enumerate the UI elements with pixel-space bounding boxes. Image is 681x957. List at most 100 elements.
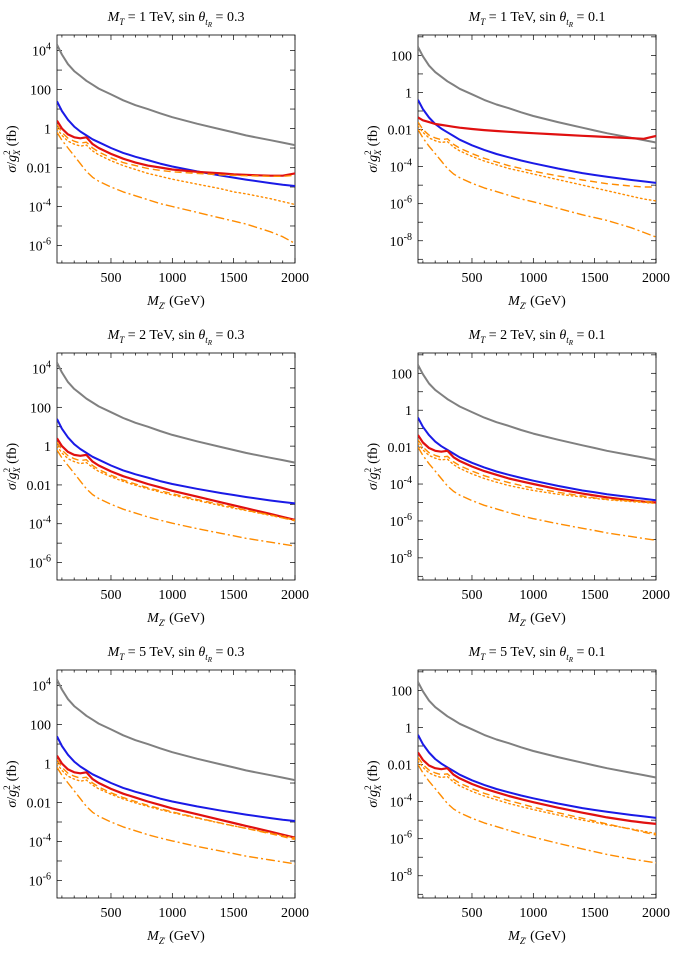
series-group xyxy=(418,681,656,864)
title-mt-value: 1 TeV xyxy=(139,10,173,25)
chart-title: MT = 2 TeV, sin θtR = 0.3 xyxy=(107,328,245,347)
series-red-line xyxy=(57,755,295,839)
y-tick-label: 10-6 xyxy=(29,236,51,254)
title-sin-value: 0.3 xyxy=(227,645,245,660)
y-tick-label: 10-8 xyxy=(390,867,412,885)
series-orange-dotted-line xyxy=(418,442,656,505)
title-mt-value: 2 TeV xyxy=(500,328,534,343)
x-tick-label: 1000 xyxy=(158,588,186,603)
y-tick-label: 10-4 xyxy=(29,832,51,850)
title-sin-value: 0.1 xyxy=(588,328,606,343)
y-tick-label: 1 xyxy=(44,123,51,138)
x-tick-label: 1500 xyxy=(581,588,609,603)
series-blue-line xyxy=(57,735,295,822)
y-tick-label: 100 xyxy=(391,367,412,382)
y-tick-label: 100 xyxy=(391,684,412,699)
x-axis-label: MZ′ (GeV) xyxy=(146,611,205,628)
x-tick-label: 500 xyxy=(100,906,121,921)
y-tick-label: 10-6 xyxy=(29,871,51,889)
x-tick-label: 1500 xyxy=(220,271,248,286)
series-blue-line xyxy=(418,99,656,184)
plot-frame xyxy=(56,352,296,581)
series-orange-dashed-line xyxy=(57,441,295,522)
title-sin-value: 0.1 xyxy=(588,10,606,25)
series-gray-line xyxy=(418,46,656,144)
series-orange-dashed-line xyxy=(57,124,295,177)
x-axis-label: MZ′ (GeV) xyxy=(507,294,566,311)
series-red-line xyxy=(57,120,295,177)
series-orange-dashdot-line xyxy=(418,129,656,238)
y-tick-label: 1 xyxy=(405,86,412,101)
x-axis-label: MZ′ (GeV) xyxy=(146,929,205,946)
series-gray-line xyxy=(57,44,295,147)
series-blue-line xyxy=(418,734,656,819)
series-gray-line xyxy=(418,681,656,779)
y-tick-label: 0.01 xyxy=(27,162,52,177)
series-orange-dashdot-line xyxy=(418,764,656,864)
series-group xyxy=(57,362,295,547)
x-axis-label: MZ′ (GeV) xyxy=(507,611,566,628)
x-tick-label: 500 xyxy=(100,271,121,286)
y-tick-label: 100 xyxy=(30,719,51,734)
y-tick-label: 0.01 xyxy=(388,441,413,456)
plot-frame xyxy=(56,34,296,264)
series-gray-line xyxy=(57,679,295,782)
series-group xyxy=(418,364,656,541)
title-mt-value: 5 TeV xyxy=(139,645,173,660)
y-tick-label: 10-4 xyxy=(29,515,51,533)
y-axis-label: σ/g2X (fb) xyxy=(2,443,22,491)
series-red-line xyxy=(57,437,295,521)
chart-title: MT = 2 TeV, sin θtR = 0.1 xyxy=(468,328,606,347)
y-tick-label: 100 xyxy=(30,401,51,416)
x-tick-label: 1000 xyxy=(519,906,547,921)
series-group xyxy=(57,679,295,865)
y-axis-label: σ/g2X (fb) xyxy=(2,125,22,173)
y-tick-label: 1 xyxy=(44,440,51,455)
chart-panel-2: MT = 1 TeV, sin θtR = 0.1 100 1 0.01 10-4 10-… xyxy=(363,10,670,311)
title-sin-value: 0.3 xyxy=(227,10,245,25)
x-tick-label: 2000 xyxy=(642,588,670,603)
y-tick-label: 10-6 xyxy=(390,512,412,530)
plot-frame xyxy=(417,352,657,581)
y-axis-label: σ/g2X (fb) xyxy=(363,443,383,491)
series-orange-dashed-line xyxy=(57,759,295,841)
y-tick-label: 10-6 xyxy=(390,830,412,848)
chart-title: MT = 5 TeV, sin θtR = 0.3 xyxy=(107,645,245,664)
x-tick-label: 2000 xyxy=(642,271,670,286)
series-orange-dotted-line xyxy=(57,445,295,521)
y-axis-label: σ/g2X (fb) xyxy=(363,125,383,173)
x-tick-label: 1000 xyxy=(519,271,547,286)
y-tick-label: 0.01 xyxy=(27,479,52,494)
y-tick-label: 1 xyxy=(44,758,51,773)
title-mt-value: 5 TeV xyxy=(500,645,534,660)
x-tick-label: 1000 xyxy=(158,271,186,286)
x-tick-label: 1000 xyxy=(158,906,186,921)
series-blue-line xyxy=(57,100,295,187)
series-orange-dotted-line xyxy=(418,760,656,835)
y-tick-label: 10-4 xyxy=(390,793,412,811)
y-tick-label: 10-8 xyxy=(390,232,412,250)
series-orange-dashed-line xyxy=(418,756,656,836)
y-tick-label: 1 xyxy=(405,721,412,736)
x-tick-label: 2000 xyxy=(281,906,309,921)
x-tick-label: 500 xyxy=(461,588,482,603)
x-tick-label: 1000 xyxy=(519,588,547,603)
y-tick-label: 10-6 xyxy=(29,554,51,572)
chart-title: MT = 1 TeV, sin θtR = 0.1 xyxy=(468,10,606,29)
y-tick-label: 10-4 xyxy=(390,475,412,493)
chart-panel-3: MT = 2 TeV, sin θtR = 0.3 104 100 1 0.01 10-4… xyxy=(2,328,309,628)
chart-panel-5: MT = 5 TeV, sin θtR = 0.3 104 100 1 0.01 10-4… xyxy=(2,645,309,946)
plot-frame xyxy=(56,669,296,899)
x-tick-label: 1500 xyxy=(220,906,248,921)
series-red-line xyxy=(418,116,656,140)
x-axis-label: MZ′ (GeV) xyxy=(507,929,566,946)
chart-panel-4: MT = 2 TeV, sin θtR = 0.1 100 1 0.01 10-4 10-… xyxy=(363,328,670,628)
series-orange-dotted-line xyxy=(57,127,295,206)
title-sin-value: 0.3 xyxy=(227,328,245,343)
y-tick-label: 1 xyxy=(405,404,412,419)
y-tick-label: 10-4 xyxy=(390,158,412,176)
y-tick-label: 10-6 xyxy=(390,195,412,213)
series-gray-line xyxy=(57,362,295,464)
series-red-line xyxy=(418,434,656,504)
